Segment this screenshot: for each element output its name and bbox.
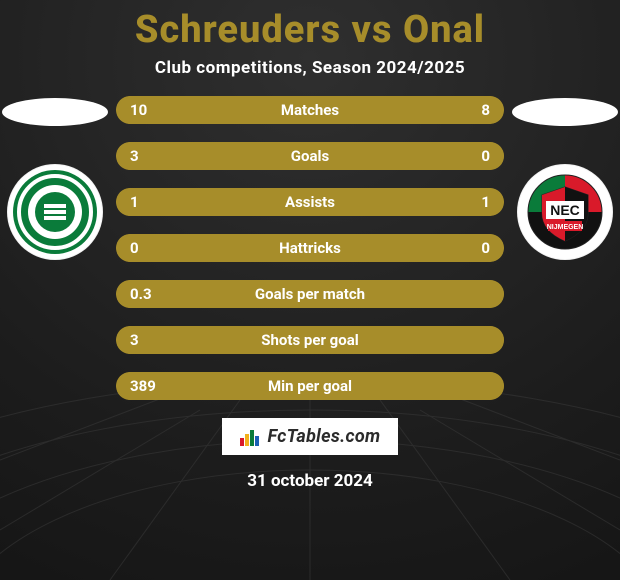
stat-row: 3Shots per goal — [116, 326, 504, 354]
stat-row: 0Hattricks0 — [116, 234, 504, 262]
club-badge-left — [7, 164, 103, 260]
nec-badge-subtext: NIJMEGEN — [547, 224, 584, 231]
main-row: 10Matches83Goals01Assists10Hattricks00.3… — [0, 96, 620, 400]
stat-value-right: 1 — [430, 193, 490, 211]
nec-badge-text: NEC — [550, 202, 580, 218]
stat-value-left: 389 — [130, 377, 190, 395]
stat-label: Min per goal — [190, 377, 430, 395]
stat-label: Goals — [190, 147, 430, 165]
stat-label: Matches — [190, 101, 430, 119]
fctables-watermark: FcTables.com — [222, 418, 399, 455]
stat-value-left: 1 — [130, 193, 190, 211]
bars-icon — [240, 428, 262, 446]
stat-row: 10Matches8 — [116, 96, 504, 124]
player-photo-placeholder-left — [2, 98, 108, 126]
fctables-text: FcTables.com — [268, 426, 381, 447]
club-badge-right: NEC NIJMEGEN — [517, 164, 613, 260]
stat-row: 389Min per goal — [116, 372, 504, 400]
stat-value-left: 3 — [130, 331, 190, 349]
page-title: Schreuders vs Onal — [135, 8, 485, 52]
right-badge-column: NEC NIJMEGEN — [510, 96, 620, 260]
left-badge-column — [0, 96, 110, 260]
title-player1: Schreuders — [135, 8, 341, 52]
stat-value-left: 0 — [130, 239, 190, 257]
stat-value-left: 3 — [130, 147, 190, 165]
stat-label: Hattricks — [190, 239, 430, 257]
stat-value-left: 10 — [130, 101, 190, 119]
stat-label: Goals per match — [190, 285, 430, 303]
title-vs: vs — [352, 8, 393, 52]
stat-value-right: 0 — [430, 147, 490, 165]
stat-label: Shots per goal — [190, 331, 430, 349]
stat-row: 3Goals0 — [116, 142, 504, 170]
stat-label: Assists — [190, 193, 430, 211]
stats-list: 10Matches83Goals01Assists10Hattricks00.3… — [110, 96, 510, 400]
title-player2: Onal — [403, 8, 485, 52]
stat-row: 0.3Goals per match — [116, 280, 504, 308]
stat-value-left: 0.3 — [130, 285, 190, 303]
stat-row: 1Assists1 — [116, 188, 504, 216]
date-text: 31 october 2024 — [247, 471, 373, 491]
stat-value-right: 8 — [430, 101, 490, 119]
stat-value-right: 0 — [430, 239, 490, 257]
subtitle: Club competitions, Season 2024/2025 — [155, 58, 465, 78]
player-photo-placeholder-right — [512, 98, 618, 126]
